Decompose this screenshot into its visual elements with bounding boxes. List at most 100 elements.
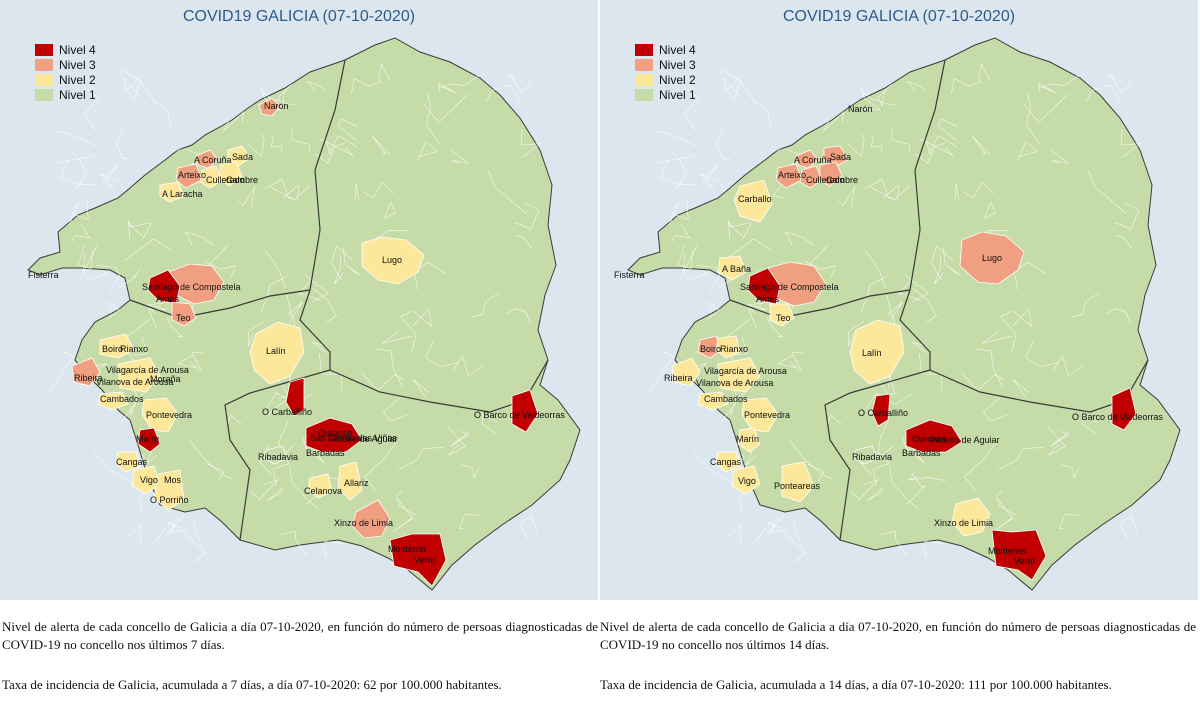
concello-border-line <box>351 78 382 95</box>
place-label: Celanova <box>304 486 342 496</box>
galicia-land <box>627 37 1181 591</box>
concello-border-line <box>361 372 405 391</box>
concello-border-line <box>1013 379 1029 398</box>
place-label: Xinzo de Limia <box>934 518 993 528</box>
barco-shape <box>1111 387 1137 431</box>
concello-border-line <box>413 261 446 290</box>
monterrei-verin-shape <box>991 529 1047 581</box>
place-label: Marín <box>136 434 159 444</box>
lugo-shape <box>361 236 425 285</box>
concello-border-line <box>83 245 98 274</box>
concello-border-line <box>649 351 674 392</box>
concello-border-line <box>702 164 719 192</box>
concello-border-line <box>725 238 771 261</box>
concello-border-line <box>1017 141 1039 162</box>
concello-border-line <box>120 68 141 102</box>
ribeira-shape <box>71 357 101 387</box>
boiro-shape <box>697 335 723 359</box>
concello-border-line <box>723 77 742 98</box>
concello-border-line <box>902 436 925 464</box>
concello-border-line <box>715 129 732 159</box>
place-label: Cangas <box>116 457 148 467</box>
concello-border-line <box>396 489 416 516</box>
concello-border-line <box>312 288 337 323</box>
ribeira-shape <box>671 357 701 387</box>
lalin-shape <box>249 321 305 385</box>
concello-border-line <box>911 341 928 354</box>
concello-border-line <box>1115 202 1140 230</box>
legend-swatch <box>635 59 653 71</box>
cambados-shape <box>697 391 729 411</box>
place-label: O Carballiño <box>858 408 908 418</box>
concello-border-line <box>942 247 960 276</box>
concello-border-line <box>962 181 994 199</box>
place-label: Cambre <box>826 175 858 185</box>
boiro-rianxo-shape <box>99 333 135 359</box>
concello-border-line <box>117 269 141 290</box>
concello-border-line <box>954 182 960 201</box>
place-label: Allariz <box>344 478 369 488</box>
concello-border-line <box>890 128 911 154</box>
concello-border-line <box>277 84 292 107</box>
place-label: Lalín <box>266 346 286 356</box>
concello-border-line <box>192 517 206 564</box>
map-title: COVID19 GALICIA (07-10-2020) <box>782 8 1016 25</box>
concello-border-line <box>791 351 803 372</box>
concello-border-line <box>53 155 94 165</box>
concello-border-line <box>784 231 814 246</box>
incidence-rate-14-days: Taxa de incidencia de Galicia, acumulada… <box>600 677 1112 692</box>
concello-border-line <box>521 129 542 159</box>
concello-border-line <box>459 513 482 529</box>
concello-border-line <box>417 141 439 162</box>
concello-border-line <box>1022 94 1069 123</box>
place-label: Teo <box>776 313 791 323</box>
concello-border-line <box>1038 82 1057 94</box>
place-label: Ribeira <box>664 373 693 383</box>
concello-border-line <box>1088 170 1127 215</box>
legend-item-nivel-3: Nivel 3 <box>35 58 96 72</box>
concello-border-line <box>286 301 303 332</box>
concello-border-line <box>1025 341 1059 368</box>
concello-border-line <box>1025 92 1040 145</box>
legend-item-nivel-1: Nivel 1 <box>635 88 696 102</box>
concello-border-line <box>807 463 825 482</box>
legend-swatch <box>35 44 53 56</box>
cangas-shape <box>115 451 141 473</box>
concello-border-line <box>207 463 225 482</box>
concello-border-line <box>653 155 694 165</box>
sada-shape <box>823 145 849 167</box>
concello-border-line <box>289 465 319 510</box>
concello-border-line <box>95 264 121 294</box>
concello-border-line <box>963 442 997 491</box>
concello-border-line <box>1012 308 1033 328</box>
galicia-land <box>27 37 581 591</box>
place-label: Vilanova de Arousa <box>696 378 773 388</box>
culleredo-shape <box>799 165 823 189</box>
concello-border-line <box>1061 464 1080 480</box>
concello-border-line <box>683 86 700 132</box>
concello-border-line <box>926 135 958 155</box>
concello-border-line <box>671 200 689 221</box>
concello-border-line <box>107 301 120 320</box>
concello-border-line <box>290 128 311 154</box>
concello-border-line <box>804 261 837 278</box>
concello-border-line <box>1106 308 1131 324</box>
concello-border-line <box>267 488 284 501</box>
place-label: Pontevedra <box>146 410 192 420</box>
place-label: Verín <box>1014 556 1035 566</box>
concello-border-line <box>83 86 100 132</box>
legend-label: Nivel 1 <box>59 88 96 102</box>
concello-border-line <box>823 111 844 132</box>
concello-border-line <box>334 256 344 285</box>
concello-border-line <box>848 320 865 347</box>
carballo-shape <box>733 179 773 223</box>
concello-border-line <box>304 274 330 303</box>
concello-border-line <box>440 75 480 88</box>
galicia-map-14-days: Narón A Coruña Sada Arteixo Culleredo Ca… <box>614 37 1181 591</box>
concello-border-line <box>306 80 327 92</box>
concello-border-line <box>49 351 74 392</box>
concello-border-line <box>77 245 93 270</box>
concello-border-line <box>461 464 480 480</box>
place-label: Pontevedra <box>744 410 790 420</box>
concello-border-line <box>127 524 143 544</box>
